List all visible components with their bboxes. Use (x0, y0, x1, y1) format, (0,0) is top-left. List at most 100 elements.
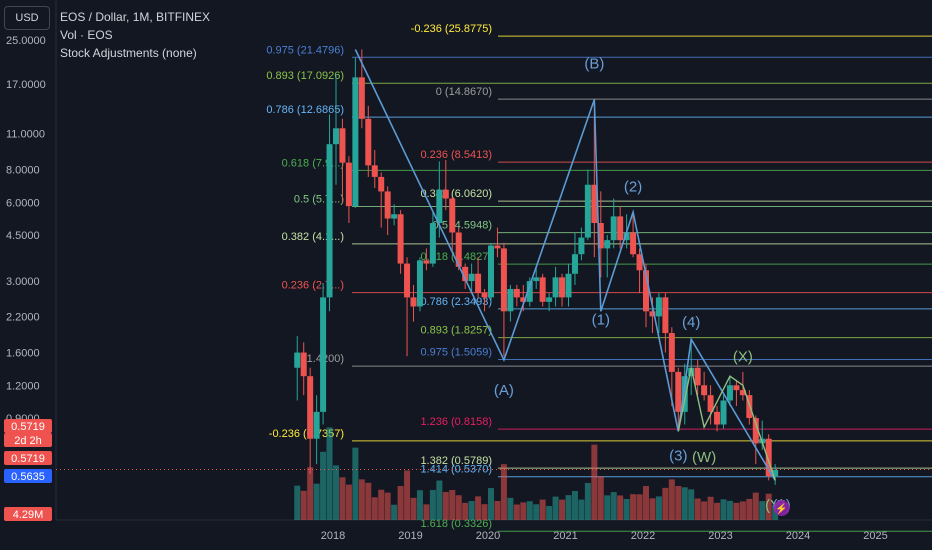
candle-body (526, 281, 533, 302)
candle-body (597, 223, 604, 249)
candle-body (475, 273, 482, 294)
volume-bar (416, 490, 423, 520)
last-price-badge-text: 0.5719 (11, 421, 45, 433)
wave-label: (X) (733, 348, 753, 365)
candle-body (726, 385, 733, 401)
candle-body (662, 297, 669, 334)
volume-bar (752, 492, 759, 520)
fib-level-label: 0 (14.8670) (436, 86, 492, 98)
candle-body (565, 273, 572, 298)
candle-body (481, 293, 488, 298)
volume-bar (655, 496, 662, 520)
currency-button[interactable]: USD (4, 6, 50, 30)
volume-bar (429, 489, 436, 520)
last-price-badge (4, 419, 52, 433)
fib-level-label: 0.382 (6.0620) (420, 188, 492, 200)
candle-body (410, 297, 417, 307)
volume-bar (339, 477, 346, 520)
y-tick-label: 11.0000 (6, 128, 45, 140)
candle-body (752, 418, 759, 444)
volume-bar (423, 504, 430, 520)
fib-level-label: 0.382 (4.1...) (282, 231, 344, 243)
candle-body (371, 165, 378, 177)
volume-bar (688, 489, 695, 520)
fib-level-label: -0.236 (0.7357) (269, 428, 344, 440)
volume-badge-text: 4.29M (13, 509, 44, 521)
candle-body (688, 367, 695, 377)
candle-body (707, 395, 714, 412)
y-tick-label: 2.2000 (6, 311, 40, 323)
volume-bar (507, 497, 514, 520)
volume-bar (546, 505, 553, 520)
x-tick-label: 2020 (476, 530, 500, 542)
candle-body (404, 263, 411, 298)
candle-body (772, 469, 779, 477)
volume-bar (300, 490, 307, 520)
volume-bar (365, 482, 372, 520)
fib-level-label: 0.5 (5.7...) (294, 194, 344, 206)
candle-body (391, 214, 398, 219)
x-tick-label: 2021 (553, 530, 577, 542)
volume-bar (481, 504, 488, 520)
candle-body (384, 191, 391, 219)
fib-level-label: 0.786 (12.6865) (266, 104, 344, 116)
volume-bar (681, 487, 688, 520)
candle-body (449, 198, 456, 233)
candle-body (765, 438, 772, 477)
y-tick-label: 1.2000 (6, 380, 40, 392)
volume-bar (662, 487, 669, 520)
candle-body (559, 277, 566, 298)
wave-label: (1) (592, 311, 610, 328)
wave-label: (4) (682, 314, 700, 331)
candle-body (746, 395, 753, 418)
wave-label: (2) (624, 178, 642, 195)
y-tick-label: 4.5000 (6, 230, 40, 242)
candle-body (546, 297, 553, 302)
fib-level-label: 0.975 (1.5059) (420, 346, 492, 358)
fib-level-label: 0.786 (2.3493) (420, 296, 492, 308)
candle-body (442, 189, 449, 199)
candle-body (333, 128, 339, 145)
candle-body (668, 333, 675, 372)
volume-bar (584, 482, 591, 520)
candle-body (610, 216, 617, 241)
wave-label: (A) (494, 382, 514, 399)
x-tick-label: 2018 (321, 530, 345, 542)
volume-badge (4, 507, 52, 521)
fib-level-label: 1.618 (0.3326) (420, 518, 492, 530)
candle-body (649, 311, 656, 317)
fib-level-label: 0.893 (17.0926) (266, 70, 344, 82)
volume-bar (520, 502, 527, 520)
candle-body (720, 400, 727, 425)
symbol-title[interactable]: EOS / Dollar, 1M, BITFINEX (60, 10, 211, 24)
volume-bar (668, 479, 675, 520)
volume-bar (410, 497, 417, 520)
volume-bar (675, 486, 682, 520)
candle-body (539, 277, 546, 302)
volume-bar (643, 486, 649, 520)
volume-bar (313, 483, 320, 520)
volume-bar (726, 500, 733, 520)
y-tick-label: 17.0000 (6, 79, 46, 91)
volume-bar (623, 498, 630, 520)
candle-body (520, 297, 527, 302)
candle-body (313, 411, 320, 439)
candle-body (591, 184, 598, 224)
prev-close-badge (4, 469, 52, 483)
volume-indicator-label[interactable]: Vol · EOS (60, 28, 113, 42)
fib-level-label: 0.236 (8.5413) (420, 149, 492, 161)
volume-bar (597, 476, 604, 520)
candle-body (571, 254, 578, 274)
volume-bar (488, 488, 494, 520)
volume-bar (307, 467, 314, 520)
y-tick-label: 8.0000 (6, 165, 40, 177)
volume-bar (494, 500, 501, 520)
candle-body (365, 118, 372, 166)
volume-bar (462, 502, 469, 520)
volume-bar (371, 497, 378, 520)
volume-bar (468, 501, 475, 520)
x-tick-label: 2024 (786, 530, 810, 542)
candle-body (326, 144, 333, 298)
flash-icon (773, 500, 790, 516)
